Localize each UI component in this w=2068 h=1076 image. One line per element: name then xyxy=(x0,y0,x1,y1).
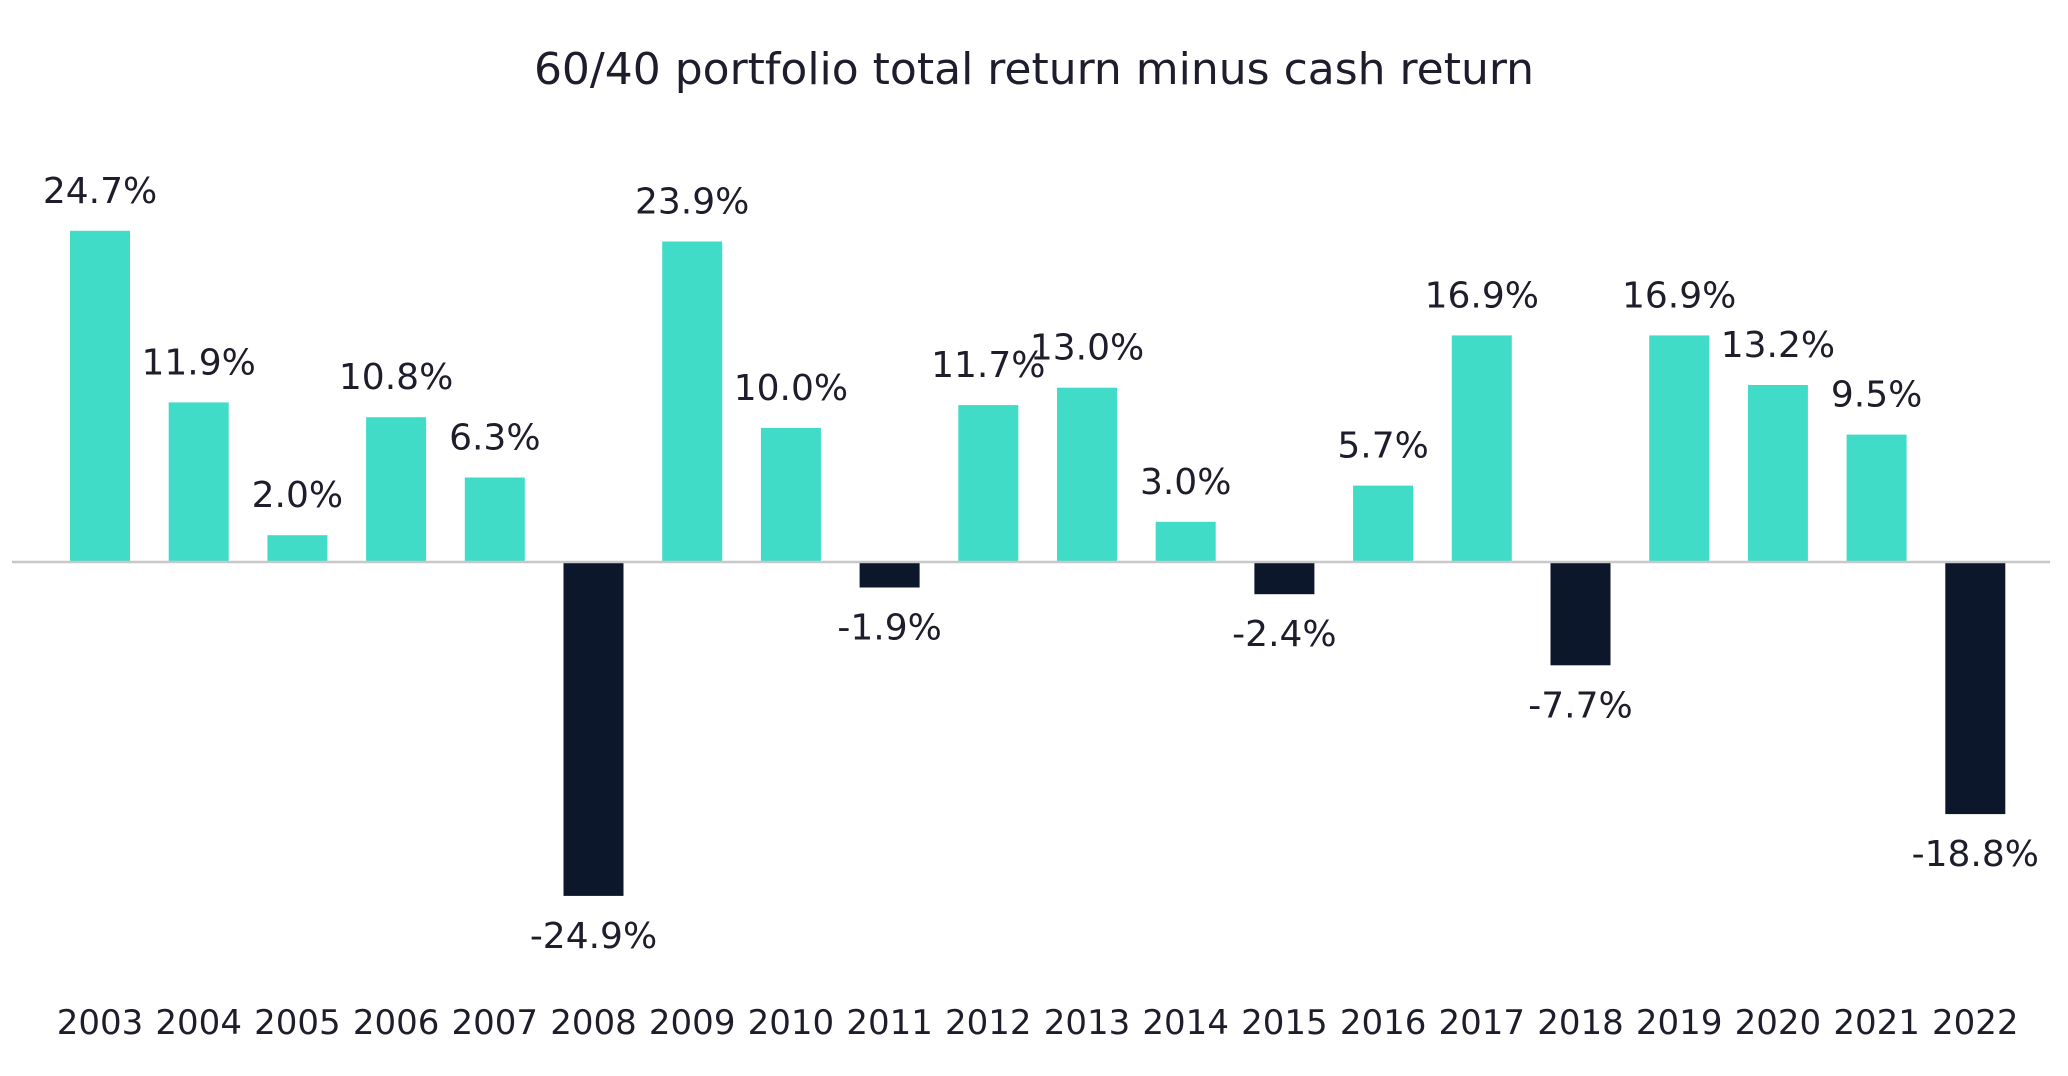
bar-2020 xyxy=(1747,385,1808,562)
bar-2017 xyxy=(1451,335,1512,562)
bar-2004 xyxy=(168,402,229,562)
data-label-2004: 11.9% xyxy=(142,342,256,383)
bar-2009 xyxy=(662,241,723,562)
x-tick-2013: 2013 xyxy=(1044,1003,1131,1043)
data-label-2012: 11.7% xyxy=(931,345,1045,386)
data-label-2018: -7.7% xyxy=(1528,685,1632,726)
bar-2019 xyxy=(1649,335,1710,562)
data-label-2016: 5.7% xyxy=(1337,426,1428,467)
data-label-2022: -18.8% xyxy=(1912,834,2039,875)
chart-title: 60/40 portfolio total return minus cash … xyxy=(534,44,1534,95)
data-label-2011: -1.9% xyxy=(837,608,941,649)
x-tick-2010: 2010 xyxy=(748,1003,835,1043)
data-label-2014: 3.0% xyxy=(1140,462,1231,503)
data-label-2006: 10.8% xyxy=(339,357,453,398)
x-tick-2009: 2009 xyxy=(649,1003,736,1043)
bar-2008 xyxy=(563,562,624,896)
x-tick-2014: 2014 xyxy=(1142,1003,1229,1043)
x-tick-2012: 2012 xyxy=(945,1003,1032,1043)
data-label-2019: 16.9% xyxy=(1622,275,1736,316)
bar-2007 xyxy=(464,477,525,562)
data-label-2013: 13.0% xyxy=(1030,328,1144,369)
x-tick-2022: 2022 xyxy=(1932,1003,2019,1043)
data-label-2021: 9.5% xyxy=(1831,375,1922,416)
x-tick-2003: 2003 xyxy=(57,1003,144,1043)
data-label-2008: -24.9% xyxy=(530,916,657,957)
x-tick-2018: 2018 xyxy=(1537,1003,1624,1043)
data-label-2010: 10.0% xyxy=(734,368,848,409)
x-tick-2006: 2006 xyxy=(353,1003,440,1043)
x-tick-2015: 2015 xyxy=(1241,1003,1328,1043)
data-label-2020: 13.2% xyxy=(1721,325,1835,366)
bar-2006 xyxy=(366,417,427,562)
x-tick-2005: 2005 xyxy=(254,1003,341,1043)
bar-2018 xyxy=(1550,562,1611,666)
x-tick-2011: 2011 xyxy=(846,1003,933,1043)
x-tick-2008: 2008 xyxy=(550,1003,637,1043)
bar-2012 xyxy=(958,405,1019,562)
bar-2003 xyxy=(70,230,130,563)
x-tick-2016: 2016 xyxy=(1340,1003,1427,1043)
x-tick-2020: 2020 xyxy=(1735,1003,1822,1043)
x-tick-2004: 2004 xyxy=(155,1003,242,1043)
x-tick-2019: 2019 xyxy=(1636,1003,1723,1043)
x-axis-tick-labels: 2003 2004 2005 2006 2007 2008 2009 2010 2011 2012… xyxy=(57,1003,2019,1043)
bar-2022 xyxy=(1945,562,2006,815)
bar-2011 xyxy=(859,562,920,588)
bar-2005 xyxy=(267,535,328,562)
bar-2010 xyxy=(760,427,821,562)
data-label-2005: 2.0% xyxy=(252,475,343,516)
x-tick-2007: 2007 xyxy=(452,1003,539,1043)
data-label-2003: 24.7% xyxy=(43,171,157,212)
bars-group xyxy=(70,230,2006,896)
data-label-2009: 23.9% xyxy=(635,182,749,223)
bar-2021 xyxy=(1846,434,1907,562)
x-tick-2017: 2017 xyxy=(1439,1003,1526,1043)
data-label-2007: 6.3% xyxy=(449,418,540,459)
data-label-2015: -2.4% xyxy=(1232,614,1336,655)
bar-2016 xyxy=(1353,485,1414,562)
data-labels-group: 24.7% 11.9% 2.0% 10.8% 6.3% -24.9% 23.9% 10.0% -… xyxy=(43,171,2039,957)
bar-2015 xyxy=(1254,562,1315,595)
x-tick-2021: 2021 xyxy=(1833,1003,1920,1043)
bar-2014 xyxy=(1155,521,1216,562)
data-label-2017: 16.9% xyxy=(1425,275,1539,316)
bar-2013 xyxy=(1057,387,1117,562)
